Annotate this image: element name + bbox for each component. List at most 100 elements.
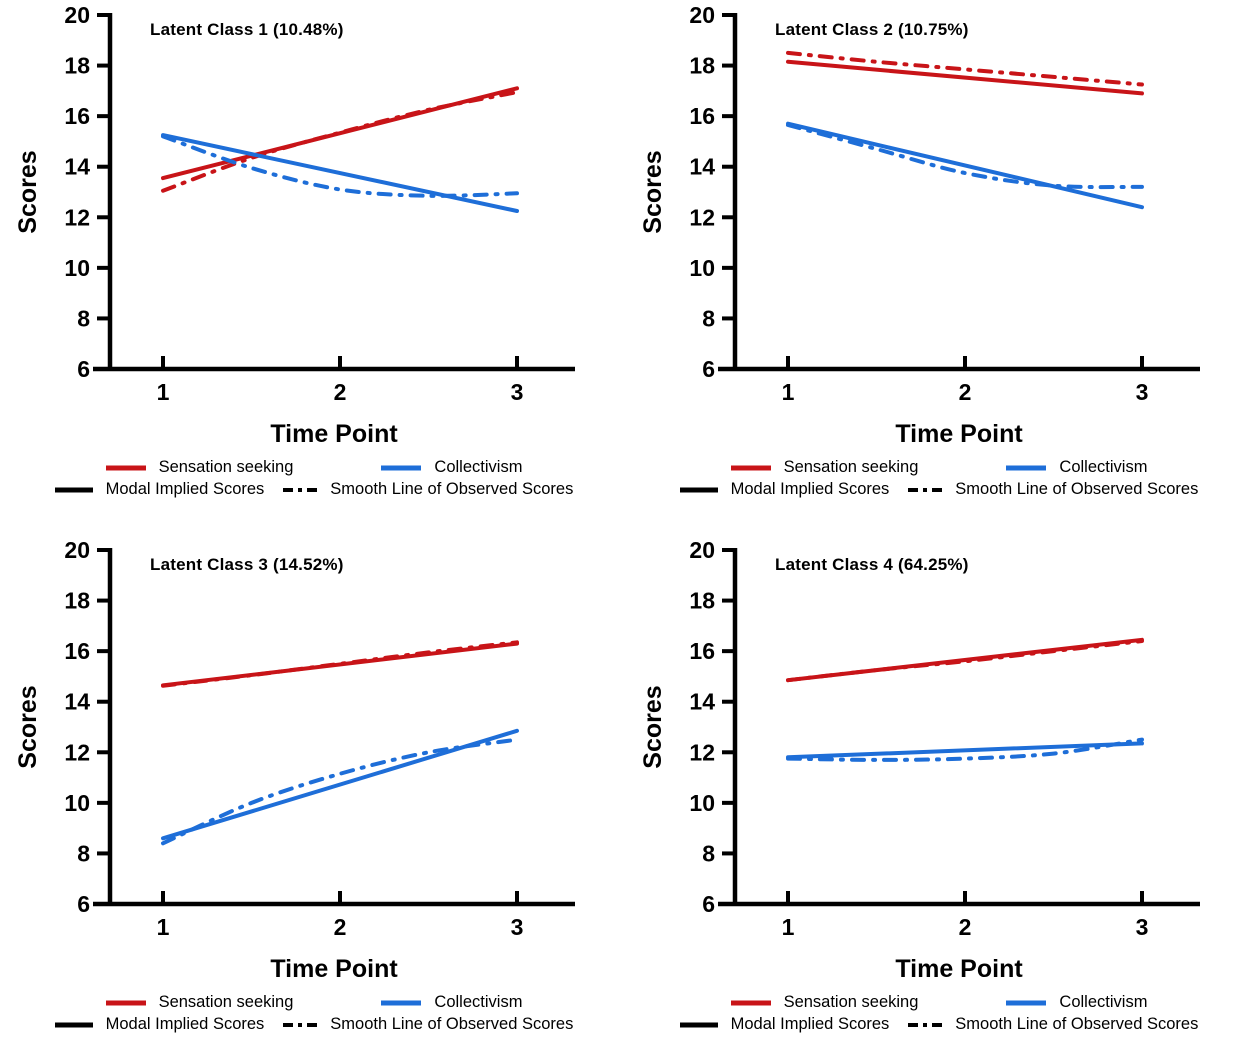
y-tick-label: 18: [64, 53, 90, 79]
modal-implied-line-swatch: [679, 487, 718, 492]
y-tick-label: 18: [689, 588, 715, 614]
legend-item-smooth-observed: Smooth Line of Observed Scores: [905, 480, 1198, 499]
y-tick-label: 20: [689, 2, 715, 28]
collectivism-line-swatch: [1006, 465, 1047, 470]
modal-implied-line-swatch: [679, 1022, 718, 1027]
y-tick-label: 6: [702, 356, 715, 382]
legend-label-modal-implied: Modal Implied Scores: [105, 480, 265, 498]
sensation-seeking-line-swatch: [730, 1000, 771, 1005]
legend-label-sensation-seeking: Sensation seeking: [783, 993, 919, 1011]
panel-title: Latent Class 2 (10.75%): [775, 20, 969, 39]
legend-row-styles: Modal Implied Scores Smooth Line of Obse…: [625, 1015, 1250, 1034]
chart-legend: Sensation seeking Collectivism Modal Imp…: [625, 993, 1250, 1034]
chart-area: 6 8 10 12 14 16 18 20 1 2 3 Time Point Scores Latent…: [0, 535, 625, 987]
y-tick-label: 14: [689, 154, 715, 180]
x-tick-label: 2: [334, 379, 347, 405]
x-tick-label: 1: [157, 914, 170, 940]
legend-label-collectivism: Collectivism: [434, 458, 523, 476]
collectivism-line-swatch: [381, 465, 422, 470]
x-tick-label: 1: [157, 379, 170, 405]
x-axis-title: Time Point: [270, 420, 398, 448]
legend-item-collectivism: Collectivism: [378, 458, 522, 477]
legend-row-styles: Modal Implied Scores Smooth Line of Obse…: [0, 480, 625, 499]
chart-legend: Sensation seeking Collectivism Modal Imp…: [0, 458, 625, 499]
legend-item-modal-implied: Modal Implied Scores: [677, 480, 889, 499]
collectivism-modal-implied-line: [161, 728, 519, 841]
legend-item-smooth-observed: Smooth Line of Observed Scores: [280, 1015, 573, 1034]
y-tick-label: 20: [689, 537, 715, 563]
legend-label-modal-implied: Modal Implied Scores: [105, 1015, 265, 1033]
y-tick-label: 20: [64, 537, 90, 563]
y-tick-label: 12: [64, 204, 90, 230]
legend-item-modal-implied: Modal Implied Scores: [677, 1015, 890, 1034]
y-tick-label: 16: [64, 638, 90, 664]
legend-item-collectivism: Collectivism: [378, 993, 522, 1012]
smooth-observed-line-swatch: [283, 1022, 318, 1027]
y-tick-label: 16: [689, 103, 715, 129]
y-tick-label: 18: [689, 53, 715, 79]
y-tick-label: 14: [689, 689, 715, 715]
legend-item-sensation-seeking: Sensation seeking: [103, 458, 294, 477]
chart-legend: Sensation seeking Collectivism Modal Imp…: [0, 993, 625, 1034]
x-tick-label: 1: [782, 379, 795, 405]
chart-area: 6 8 10 12 14 16 18 20 1 2 3 Time Point Scores Latent…: [0, 0, 625, 452]
x-tick-label: 1: [782, 914, 795, 940]
y-tick-label: 6: [77, 891, 90, 917]
smooth-observed-line-swatch: [908, 1022, 943, 1027]
y-axis-title: Scores: [639, 150, 667, 233]
legend-label-sensation-seeking: Sensation seeking: [158, 458, 294, 476]
legend-label-collectivism: Collectivism: [1059, 993, 1148, 1011]
collectivism-line-swatch: [381, 1000, 422, 1005]
x-axis-title: Time Point: [270, 955, 398, 983]
y-tick-label: 14: [64, 689, 90, 715]
legend-item-sensation-seeking: Sensation seeking: [103, 993, 294, 1012]
legend-row-series: Sensation seeking Collectivism: [0, 458, 625, 477]
y-tick-label: 8: [702, 840, 715, 866]
legend-row-styles: Modal Implied Scores Smooth Line of Obse…: [625, 480, 1250, 499]
collectivism-observed-smooth-line: [161, 737, 519, 846]
legend-item-sensation-seeking: Sensation seeking: [728, 458, 919, 477]
sensation-seeking-observed-smooth-line: [161, 90, 519, 193]
panel-title: Latent Class 3 (14.52%): [150, 555, 344, 574]
collectivism-observed-smooth-line: [786, 123, 1144, 190]
y-tick-label: 6: [702, 891, 715, 917]
legend-label-modal-implied: Modal Implied Scores: [730, 1015, 890, 1033]
x-tick-label: 3: [1136, 379, 1149, 405]
legend-item-collectivism: Collectivism: [1003, 993, 1147, 1012]
y-axis-title: Scores: [14, 150, 42, 233]
sensation-seeking-observed-smooth-line: [786, 639, 1144, 683]
legend-label-sensation-seeking: Sensation seeking: [783, 458, 919, 476]
legend-label-smooth-observed: Smooth Line of Observed Scores: [955, 1015, 1199, 1033]
y-tick-label: 12: [689, 204, 715, 230]
y-tick-label: 12: [689, 739, 715, 765]
latent-class-3-panel: 6 8 10 12 14 16 18 20 1 2 3 Time Point Scores Latent…: [0, 521, 625, 1043]
legend-row-styles: Modal Implied Scores Smooth Line of Obse…: [0, 1015, 625, 1034]
chart-area: 6 8 10 12 14 16 18 20 1 2 3 Time Point Scores Latent…: [625, 535, 1250, 987]
collectivism-modal-implied-line: [786, 741, 1144, 760]
smooth-observed-line-swatch: [908, 487, 943, 492]
modal-implied-line-swatch: [54, 1022, 93, 1027]
legend-label-smooth-observed: Smooth Line of Observed Scores: [955, 480, 1199, 498]
legend-item-modal-implied: Modal Implied Scores: [52, 1015, 265, 1034]
legend-item-smooth-observed: Smooth Line of Observed Scores: [280, 480, 573, 499]
x-axis-title: Time Point: [895, 955, 1023, 983]
y-tick-label: 8: [77, 305, 90, 331]
legend-label-collectivism: Collectivism: [1059, 458, 1148, 476]
y-tick-label: 10: [64, 790, 90, 816]
y-tick-label: 8: [702, 305, 715, 331]
sensation-seeking-line-swatch: [105, 1000, 146, 1005]
y-tick-label: 14: [64, 154, 90, 180]
y-tick-label: 10: [689, 255, 715, 281]
legend-item-sensation-seeking: Sensation seeking: [728, 993, 919, 1012]
collectivism-observed-smooth-line: [161, 134, 519, 198]
chart-legend: Sensation seeking Collectivism Modal Imp…: [625, 458, 1250, 499]
legend-label-sensation-seeking: Sensation seeking: [158, 993, 294, 1011]
y-tick-label: 12: [64, 739, 90, 765]
sensation-seeking-line-swatch: [730, 465, 771, 470]
sensation-seeking-observed-smooth-line: [161, 640, 519, 688]
panel-title: Latent Class 1 (10.48%): [150, 20, 344, 39]
